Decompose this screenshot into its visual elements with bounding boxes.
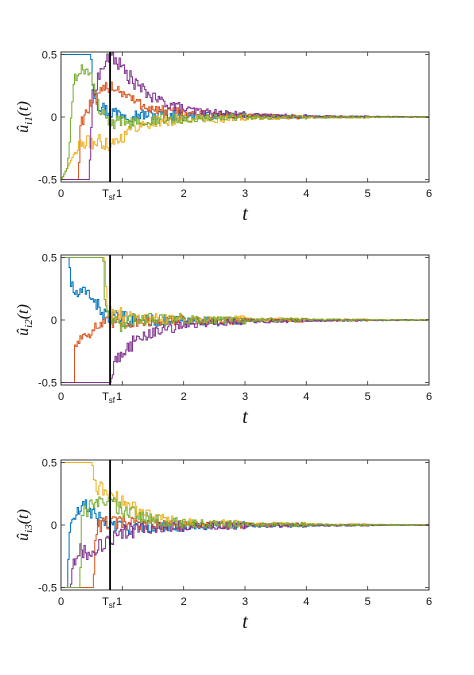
x-tick-label: 6 xyxy=(426,188,432,200)
y-tick-label: 0 xyxy=(51,315,57,327)
x-tick-label: 5 xyxy=(365,188,371,200)
tsf-marker-label: Tsf1 xyxy=(102,391,122,405)
x-tick-label: 6 xyxy=(426,391,432,403)
series-line-3 xyxy=(61,114,429,180)
tsf-marker-label: Tsf1 xyxy=(102,596,122,610)
x-tick-label: 3 xyxy=(242,391,248,403)
x-tick-label: 6 xyxy=(426,596,432,608)
x-tick-label: 3 xyxy=(242,188,248,200)
y-tick-label: 0.5 xyxy=(42,458,57,470)
y-axis-label: ûi1(t) xyxy=(15,101,35,133)
x-tick-label: 0 xyxy=(58,188,64,200)
series-line-5 xyxy=(61,257,429,333)
tsf-marker-label: Tsf1 xyxy=(102,188,122,202)
x-tick-label: 5 xyxy=(365,391,371,403)
y-tick-label: 0 xyxy=(51,112,57,124)
series-line-5 xyxy=(61,496,429,588)
x-tick-label: 0 xyxy=(58,596,64,608)
y-axis-label: ûi2(t) xyxy=(15,304,35,336)
series-line-2 xyxy=(61,81,429,180)
y-tick-label: -0.5 xyxy=(38,583,57,595)
series-line-3 xyxy=(61,257,429,325)
x-tick-label: 3 xyxy=(242,596,248,608)
x-tick-label: 2 xyxy=(181,596,187,608)
series-group xyxy=(61,257,429,383)
x-tick-label: 4 xyxy=(303,188,309,200)
x-tick-label: 5 xyxy=(365,596,371,608)
series-line-5 xyxy=(61,64,429,180)
x-tick-label: 2 xyxy=(181,391,187,403)
y-axis-label: ûi3(t) xyxy=(15,509,35,541)
x-axis-label: t xyxy=(242,406,248,428)
y-tick-label: -0.5 xyxy=(38,378,57,390)
series-group xyxy=(61,52,429,180)
y-tick-label: 0.5 xyxy=(42,50,57,62)
x-tick-label: 2 xyxy=(181,188,187,200)
series-group xyxy=(61,462,429,588)
x-tick-label: 4 xyxy=(303,596,309,608)
x-axis-label: t xyxy=(242,203,248,225)
x-axis-label: t xyxy=(242,611,248,633)
x-tick-label: 4 xyxy=(303,391,309,403)
y-tick-label: 0.5 xyxy=(42,253,57,265)
x-tick-label: 0 xyxy=(58,391,64,403)
series-line-4 xyxy=(61,318,429,383)
y-tick-label: -0.5 xyxy=(38,175,57,187)
y-tick-label: 0 xyxy=(51,520,57,532)
series-line-2 xyxy=(61,314,429,383)
